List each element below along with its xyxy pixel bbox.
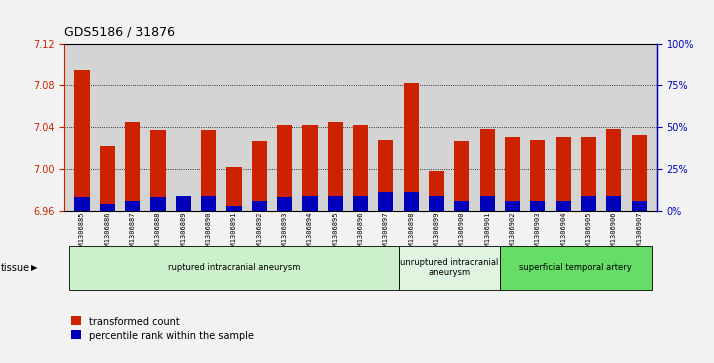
Bar [302, 125, 318, 211]
Bar [378, 140, 393, 211]
Text: superficial temporal artery: superficial temporal artery [520, 263, 632, 272]
Bar [176, 196, 191, 211]
Text: ruptured intracranial aneurysm: ruptured intracranial aneurysm [168, 263, 300, 272]
Bar [378, 192, 393, 211]
Bar [454, 200, 470, 211]
Text: unruptured intracranial
aneurysm: unruptured intracranial aneurysm [400, 258, 498, 277]
Bar [555, 200, 570, 211]
Bar [555, 138, 570, 211]
Bar [581, 138, 596, 211]
Text: percentile rank within the sample: percentile rank within the sample [89, 331, 253, 341]
Bar [505, 138, 520, 211]
Bar [277, 197, 292, 211]
Bar [632, 200, 647, 211]
Bar [632, 135, 647, 211]
Bar [100, 146, 115, 211]
Bar [201, 196, 216, 211]
Bar [277, 125, 292, 211]
Bar [480, 196, 495, 211]
Bar [125, 122, 140, 211]
Bar [353, 196, 368, 211]
Text: transformed count: transformed count [89, 317, 179, 327]
Bar [74, 70, 89, 211]
Bar [151, 130, 166, 211]
Bar [353, 125, 368, 211]
Bar [429, 196, 444, 211]
Bar [454, 140, 470, 211]
Bar [176, 198, 191, 211]
Bar [398, 246, 500, 290]
Bar [201, 130, 216, 211]
Text: tissue: tissue [1, 263, 30, 273]
Bar [606, 196, 621, 211]
Bar [251, 200, 267, 211]
Bar [531, 140, 545, 211]
Bar [226, 167, 241, 211]
Bar [505, 200, 520, 211]
Bar [328, 196, 343, 211]
Bar [251, 140, 267, 211]
Bar [480, 129, 495, 211]
Bar [500, 246, 652, 290]
Text: ▶: ▶ [31, 263, 37, 272]
Bar [429, 171, 444, 211]
Bar [74, 197, 89, 211]
Bar [125, 200, 140, 211]
Bar [226, 205, 241, 211]
Bar [69, 246, 398, 290]
Bar [581, 196, 596, 211]
Bar [606, 129, 621, 211]
Bar [531, 200, 545, 211]
Bar [151, 197, 166, 211]
Text: GDS5186 / 31876: GDS5186 / 31876 [64, 25, 175, 38]
Bar [403, 192, 419, 211]
Bar [403, 83, 419, 211]
Bar [302, 196, 318, 211]
Bar [100, 204, 115, 211]
Bar [328, 122, 343, 211]
